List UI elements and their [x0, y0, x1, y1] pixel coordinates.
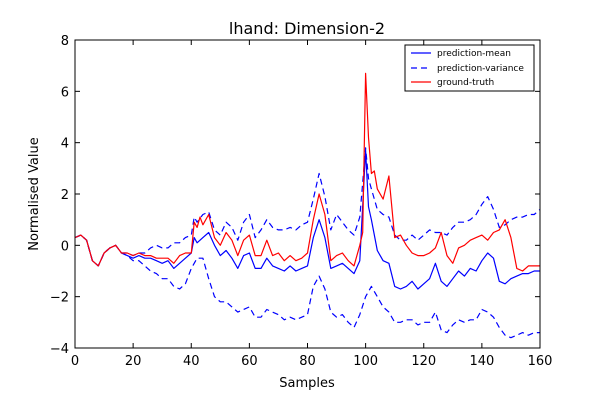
x-tick-label-4: 80: [299, 354, 316, 369]
x-tick-label-0: 0: [71, 354, 79, 369]
y-tick-label-2: 0: [61, 239, 69, 254]
legend: prediction-mean prediction-variance grou…: [404, 44, 535, 92]
x-tick-label-5: 100: [353, 354, 378, 369]
series-line-prediction-mean-0: [75, 149, 540, 290]
x-tick-label-3: 60: [241, 354, 258, 369]
y-axis-label: Normalised Value: [27, 137, 42, 251]
y-tick-label-3: 2: [61, 188, 69, 203]
y-tick-label-1: −2: [50, 291, 69, 306]
x-axis-label: Samples: [279, 376, 335, 391]
legend-label-prediction-variance: prediction-variance: [437, 64, 524, 74]
y-tick-label-4: 4: [61, 137, 69, 152]
axis-ticks: 0 20 40 60 80 100 120 140 160 −4 −2 0 2 4 6 8: [50, 34, 553, 369]
y-tick-label-5: 6: [61, 85, 69, 100]
series-line-ground-truth-3: [75, 72, 540, 272]
series-line-prediction-variance-2: [75, 234, 540, 339]
x-tick-label-1: 20: [125, 354, 142, 369]
plot-area: [75, 72, 540, 339]
series-line-prediction-variance-1: [75, 147, 540, 267]
legend-label-ground-truth: ground-truth: [437, 78, 494, 88]
y-tick-label-6: 8: [61, 34, 69, 49]
x-tick-label-6: 120: [411, 354, 436, 369]
chart-title: lhand: Dimension-2: [229, 19, 385, 38]
legend-label-prediction-mean: prediction-mean: [437, 49, 511, 59]
y-tick-label-0: −4: [50, 342, 69, 357]
x-tick-label-8: 160: [528, 354, 553, 369]
x-tick-label-2: 40: [183, 354, 200, 369]
x-tick-label-7: 140: [469, 354, 494, 369]
